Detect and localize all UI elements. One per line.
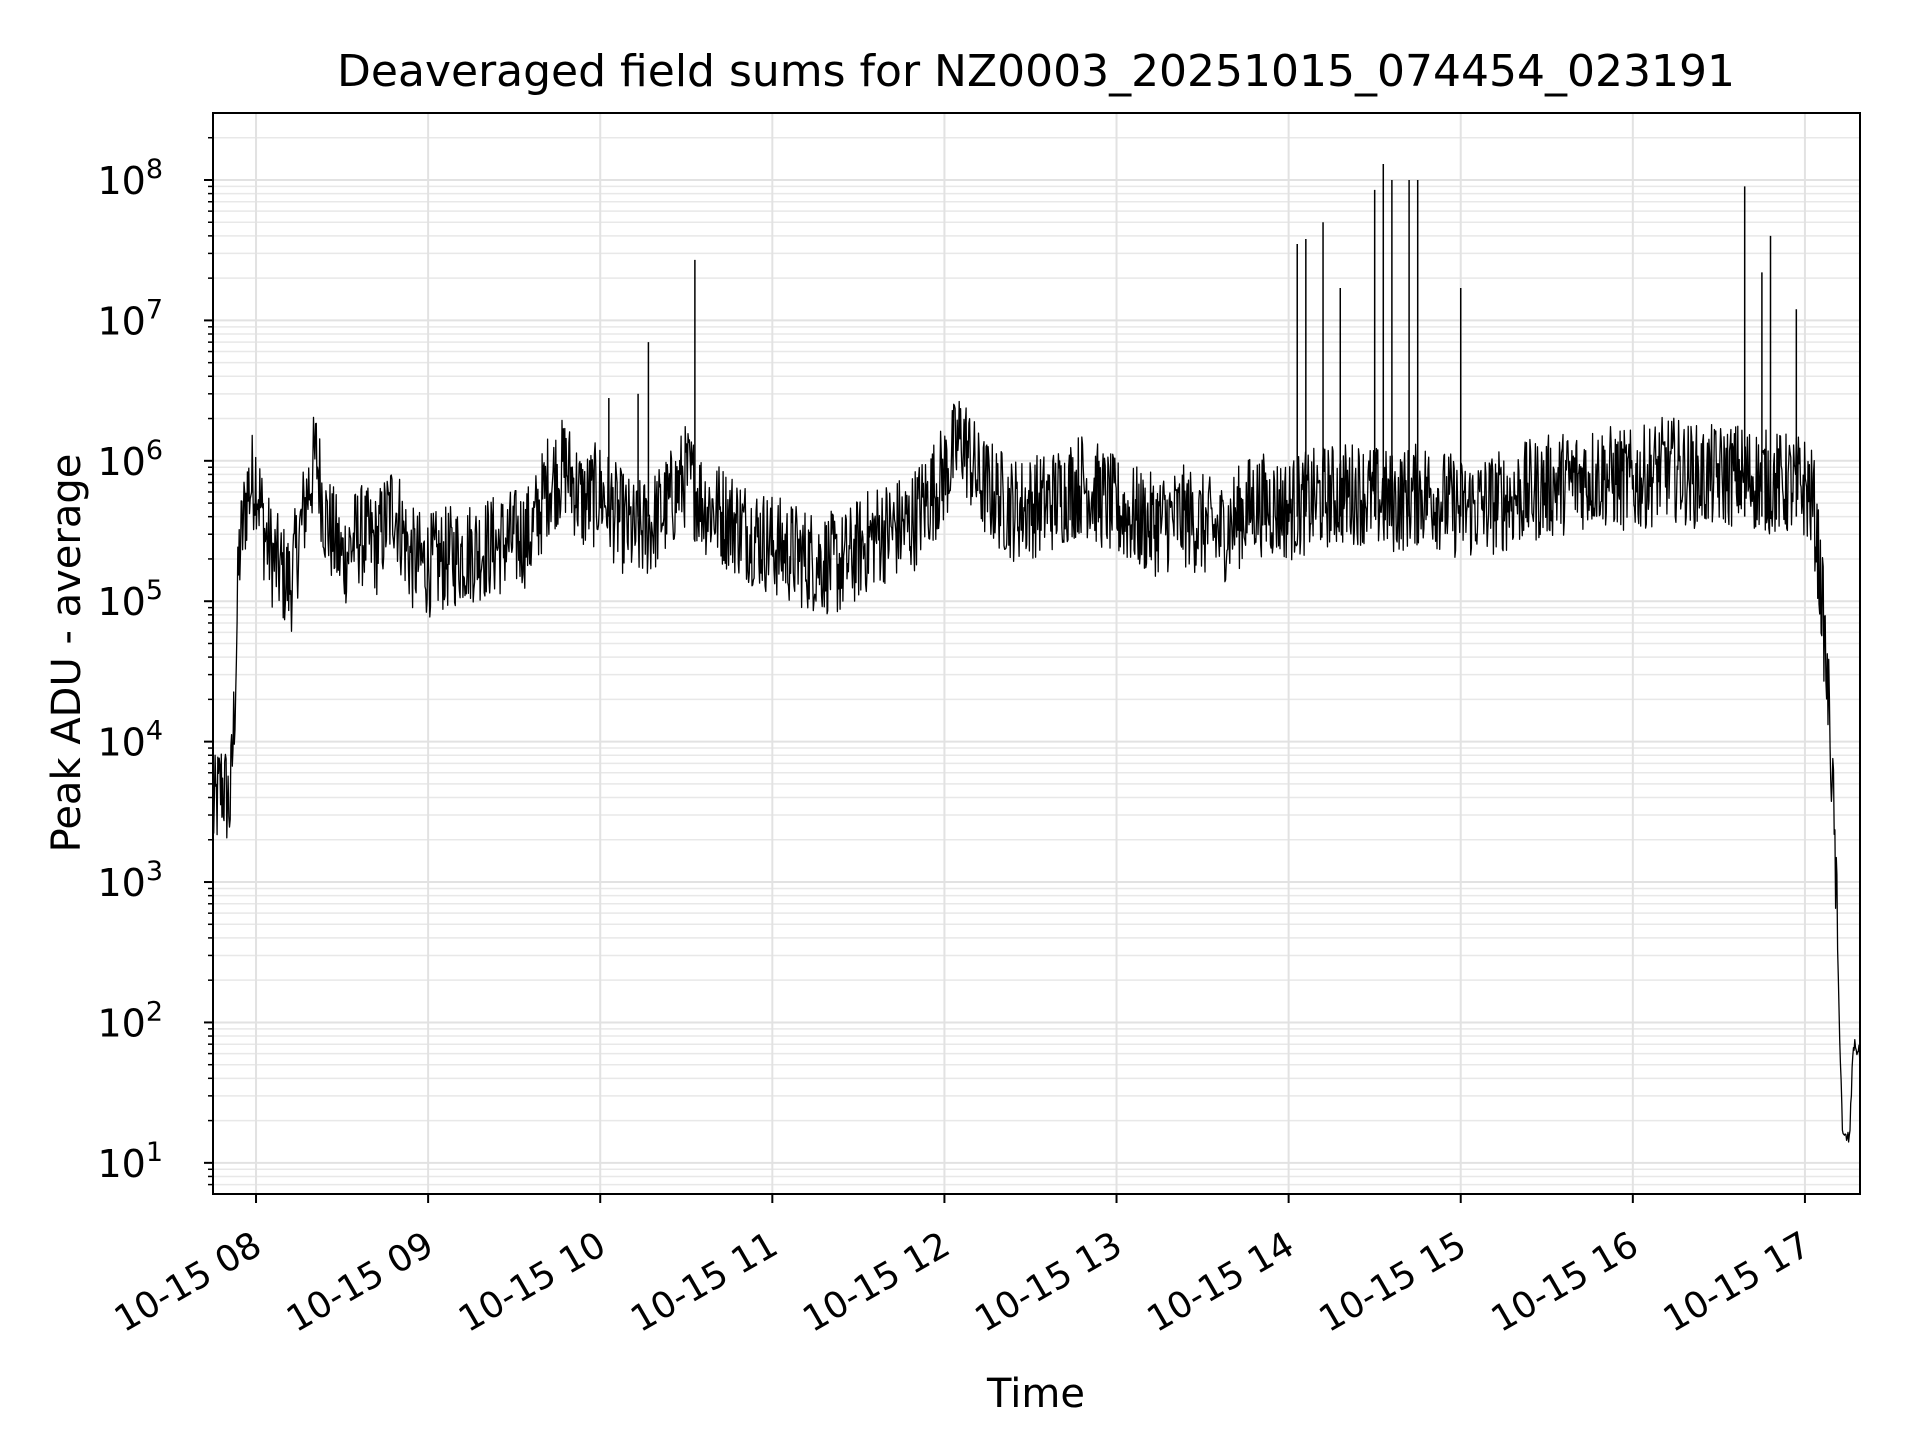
series-layer [212,163,1861,1143]
y-tick-label-base: 10 [97,580,145,624]
chart-title: Deaveraged field sums for NZ0003_2025101… [337,46,1735,97]
y-tick-label-base: 10 [97,299,145,343]
y-axis-label: Peak ADU - average [44,454,90,853]
grid-layer [213,113,1860,1194]
y-tick-label: 108 [97,154,163,203]
y-tick-label: 101 [97,1137,163,1186]
y-tick-label-base: 10 [97,861,145,905]
plot-frame [212,112,1861,1195]
y-tick-label-exponent: 7 [146,294,163,325]
y-tick-label-base: 10 [97,1142,145,1186]
y-tick-label-exponent: 8 [146,154,163,185]
y-tick-label-exponent: 6 [146,435,163,466]
y-tick-label: 105 [97,575,163,624]
y-tick-label: 103 [97,856,163,905]
y-tick-label-base: 10 [97,1001,145,1045]
y-tick-label-exponent: 4 [146,716,163,747]
y-tick-label: 107 [97,294,163,343]
y-tick-label: 104 [97,716,163,765]
y-tick-label-base: 10 [97,721,145,765]
y-tick-label-exponent: 2 [146,996,163,1027]
y-tick-label-exponent: 3 [146,856,163,887]
x-axis-label: Time [986,1371,1085,1417]
y-tick-label: 106 [97,435,163,484]
y-tick-label-base: 10 [97,159,145,203]
y-tick-label: 102 [97,996,163,1045]
data-line [212,400,1861,1143]
y-tick-label-exponent: 1 [146,1137,163,1168]
y-tick-label-base: 10 [97,440,145,484]
y-tick-label-exponent: 5 [146,575,163,606]
